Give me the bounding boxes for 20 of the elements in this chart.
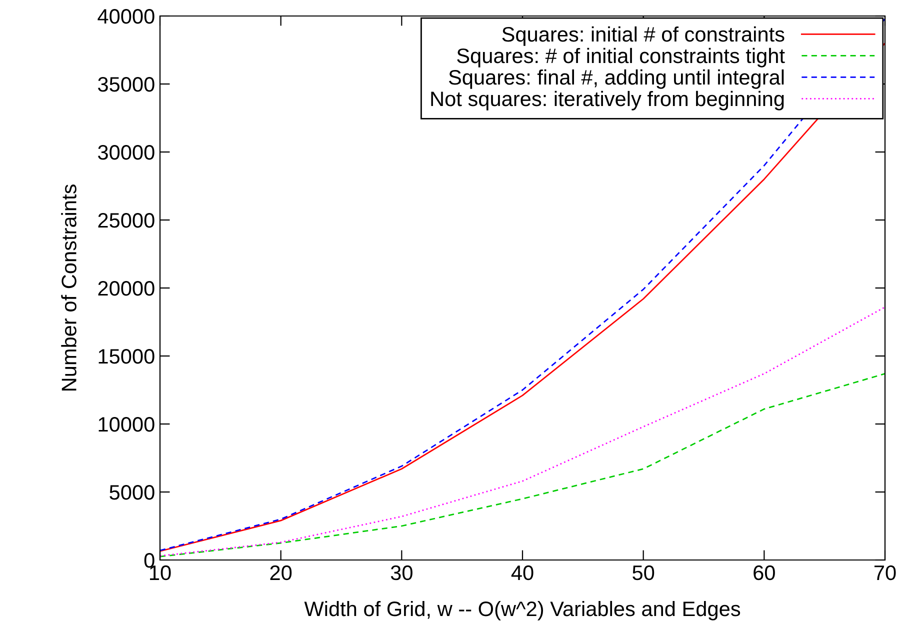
legend-label: Not squares: iteratively from beginning — [431, 90, 784, 110]
y-tick-label: 10000 — [98, 417, 154, 432]
y-tick-label: 15000 — [98, 349, 154, 364]
y-tick-label: 25000 — [98, 213, 154, 228]
x-tick-label: 20 — [270, 565, 292, 580]
x-tick-label: 30 — [390, 565, 412, 580]
y-tick-label: 30000 — [98, 145, 154, 160]
x-tick-label: 60 — [754, 565, 775, 580]
legend-label: Squares: # of initial constraints tight — [457, 48, 785, 68]
legend-label: Squares: final #, adding until integral — [448, 69, 784, 89]
x-tick-label: 50 — [632, 565, 654, 580]
legend-label: Squares: initial # of constraints — [502, 26, 784, 46]
x-tick-label: 70 — [874, 565, 896, 580]
x-axis-title: Width of Grid, w -- O(w^2) Variables and Edges — [304, 600, 740, 620]
y-tick-label: 35000 — [98, 77, 154, 92]
y-tick-label: 5000 — [110, 485, 154, 500]
y-axis-title: Number of Constraints — [61, 184, 76, 390]
y-tick-label: 40000 — [98, 9, 154, 24]
x-tick-label: 40 — [511, 565, 534, 580]
y-tick-label: 20000 — [98, 281, 154, 296]
